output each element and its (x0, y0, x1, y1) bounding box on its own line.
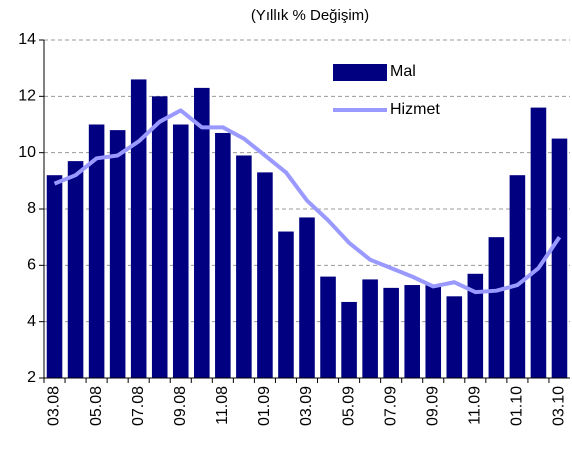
bar (488, 237, 505, 378)
bar (109, 130, 126, 378)
bar (67, 161, 84, 378)
x-tick-label: 03.09 (298, 386, 315, 426)
x-tick-label: 03.08 (46, 386, 63, 426)
line (53, 108, 562, 295)
x-tick-label: 07.08 (130, 386, 147, 426)
bar (236, 155, 252, 378)
bar (278, 231, 294, 378)
x-tick-label: 01.10 (509, 386, 526, 426)
legend-swatch (333, 64, 387, 81)
x-tick-label: 11.08 (214, 386, 231, 425)
bar (341, 301, 357, 378)
bar (446, 296, 463, 378)
chart-title: (Yıllık % Değişim) (251, 7, 369, 24)
y-tick-label: 2 (27, 369, 36, 386)
bar (194, 87, 210, 378)
legend-label: Hizmet (390, 101, 440, 118)
y-tick-label: 8 (27, 200, 36, 217)
bar (46, 175, 63, 378)
x-tick-label: 05.09 (340, 386, 357, 426)
bar (257, 172, 273, 378)
bar (425, 285, 442, 378)
y-tick-label: 4 (27, 313, 36, 330)
y-tick-label: 10 (18, 144, 36, 161)
bar (509, 175, 526, 378)
bar (530, 107, 547, 378)
x-tick-label: 01.09 (256, 386, 273, 426)
bar (172, 124, 189, 378)
x-tick-label: 09.09 (424, 386, 441, 426)
bar (551, 138, 568, 378)
legend-label: Mal (390, 63, 416, 80)
bar (362, 279, 378, 378)
x-tick-label: 07.09 (382, 386, 399, 426)
x-tick-label: 03.10 (551, 386, 568, 426)
y-tick-label: 14 (18, 31, 36, 48)
x-tick-label: 11.09 (467, 386, 484, 425)
bar (404, 285, 420, 378)
x-tick-label: 09.08 (172, 386, 189, 426)
y-tick-label: 12 (18, 88, 36, 105)
bar (299, 217, 315, 378)
bar (151, 96, 168, 378)
bar (467, 273, 484, 378)
bar (383, 287, 399, 378)
bar (88, 124, 105, 378)
bar (215, 132, 231, 378)
bar (320, 276, 336, 378)
bar (130, 79, 147, 378)
x-tick-label: 05.08 (88, 386, 105, 426)
y-tick-label: 6 (27, 257, 36, 274)
